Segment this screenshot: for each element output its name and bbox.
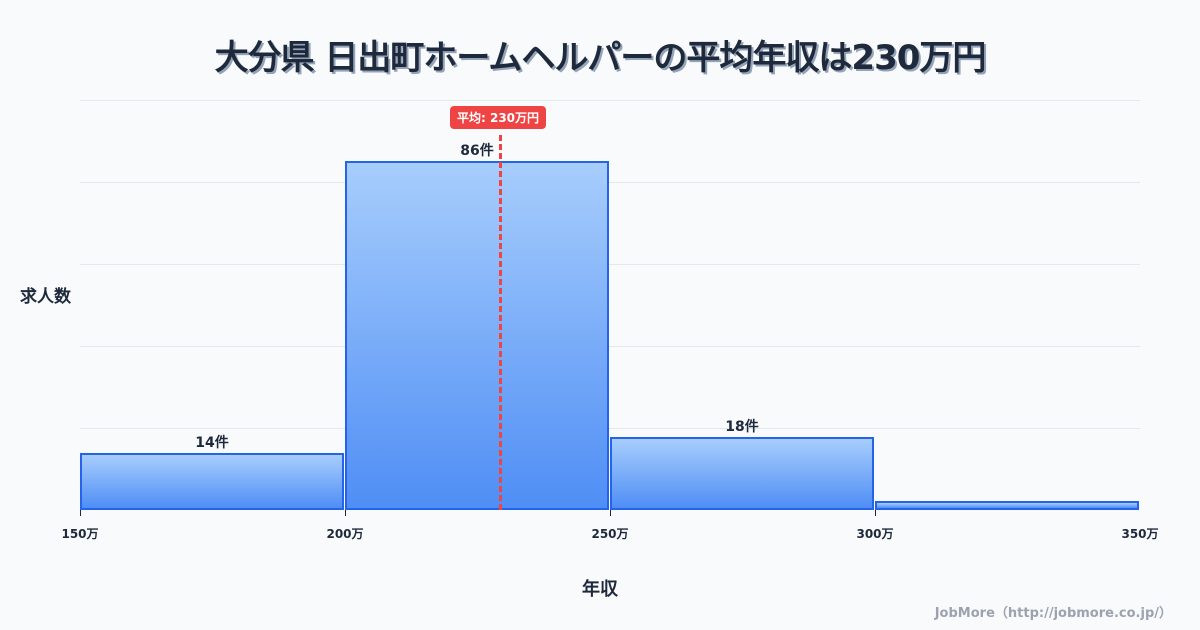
gridline (80, 346, 1140, 347)
x-tick-label: 150万 (61, 527, 99, 541)
histogram-bar-200-250 (345, 161, 609, 510)
histogram-bar-250-300 (610, 437, 874, 510)
x-tick-label: 300万 (856, 527, 894, 541)
x-tick (80, 510, 81, 516)
bar-value-label: 14件 (195, 435, 229, 451)
gridline (80, 264, 1140, 265)
histogram-bar-300-350 (875, 501, 1139, 510)
bar-value-label: 86件 (460, 143, 494, 159)
gridline (80, 100, 1140, 101)
source-credit: JobMore（http://jobmore.co.jp/） (934, 606, 1172, 621)
gridline (80, 428, 1140, 429)
x-tick (610, 510, 611, 516)
x-axis-label: 年収 (582, 579, 618, 600)
x-tick (345, 510, 346, 516)
plot-area: 14件 86件 18件 平均: 230万円 (80, 100, 1140, 510)
x-tick (875, 510, 876, 516)
histogram-bar-150-200 (80, 453, 344, 510)
gridline (80, 182, 1140, 183)
x-tick-label: 200万 (326, 527, 364, 541)
average-badge: 平均: 230万円 (450, 106, 547, 129)
average-line (499, 135, 502, 510)
x-axis: 150万 200万 250万 300万 350万 (61, 510, 1159, 541)
x-tick-label: 350万 (1121, 527, 1159, 541)
x-tick-label: 250万 (591, 527, 629, 541)
y-axis-label: 求人数 (20, 287, 71, 307)
bar-value-label: 18件 (725, 419, 759, 435)
chart-title: 大分県 日出町ホームヘルパーの平均年収は230万円 (214, 38, 987, 78)
